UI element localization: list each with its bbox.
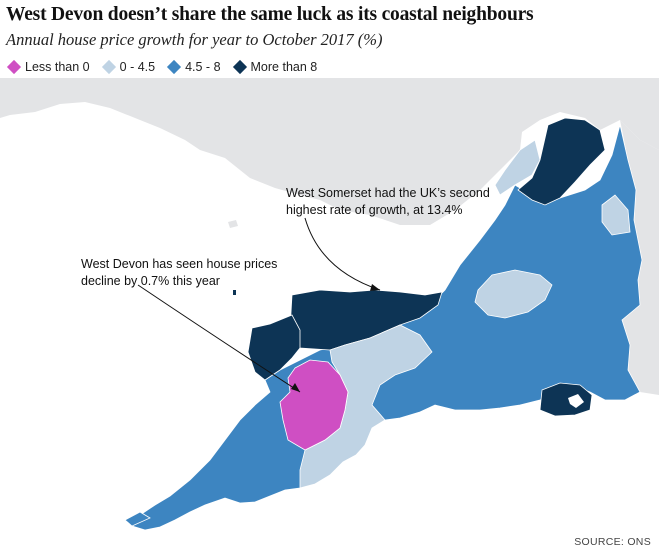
region-mendip xyxy=(474,269,553,319)
map-subtitle: Annual house price growth for year to Oc… xyxy=(6,30,383,49)
choropleth-map: West Somerset had the UK’s second highes… xyxy=(0,78,659,551)
legend: Less than 0 0 - 4.5 4.5 - 8 More than 8 xyxy=(6,57,318,77)
legend-swatch xyxy=(6,59,22,75)
region-dorset-dark xyxy=(539,382,593,417)
legend-label: More than 8 xyxy=(250,60,318,74)
region-north-east-dark xyxy=(517,117,606,206)
legend-swatch xyxy=(167,59,182,75)
legend-item-0-4-5: 0 - 4.5 xyxy=(101,59,156,75)
england-land-east xyxy=(620,120,659,395)
west-somerset-annotation-line2: highest rate of growth, at 13.4% xyxy=(286,203,463,217)
legend-swatch xyxy=(232,59,247,75)
region-cornwall-tip xyxy=(124,511,151,527)
source-credit: SOURCE: ONS xyxy=(574,536,651,548)
poole-harbour xyxy=(568,394,584,408)
legend-label: Less than 0 xyxy=(25,60,90,74)
legend-item-4-5-8: 4.5 - 8 xyxy=(167,59,221,75)
map-title: West Devon doesn’t share the same luck a… xyxy=(6,4,534,25)
region-west-somerset xyxy=(289,289,443,351)
west-somerset-arrow xyxy=(304,217,381,291)
island xyxy=(228,220,238,228)
legend-swatch xyxy=(101,59,116,75)
west-somerset-annotation-line1: West Somerset had the UK’s second xyxy=(286,186,490,200)
west-devon-arrow xyxy=(137,284,301,393)
west-somerset-arrowhead xyxy=(370,284,380,291)
lundy-island xyxy=(233,290,236,295)
legend-item-more-than-8: More than 8 xyxy=(232,59,318,75)
region-west-devon xyxy=(279,359,349,451)
legend-item-less-than-0: Less than 0 xyxy=(6,59,90,75)
region-east-light xyxy=(601,194,631,236)
legend-label: 0 - 4.5 xyxy=(119,60,156,74)
west-devon-annotation-line2: decline by 0.7% this year xyxy=(81,274,220,288)
wales-land xyxy=(0,78,659,225)
west-devon-arrowhead xyxy=(291,383,300,392)
legend-label: 4.5 - 8 xyxy=(185,60,221,74)
region-north-devon-dark xyxy=(247,314,301,381)
west-devon-annotation-line1: West Devon has seen house prices xyxy=(81,257,277,271)
